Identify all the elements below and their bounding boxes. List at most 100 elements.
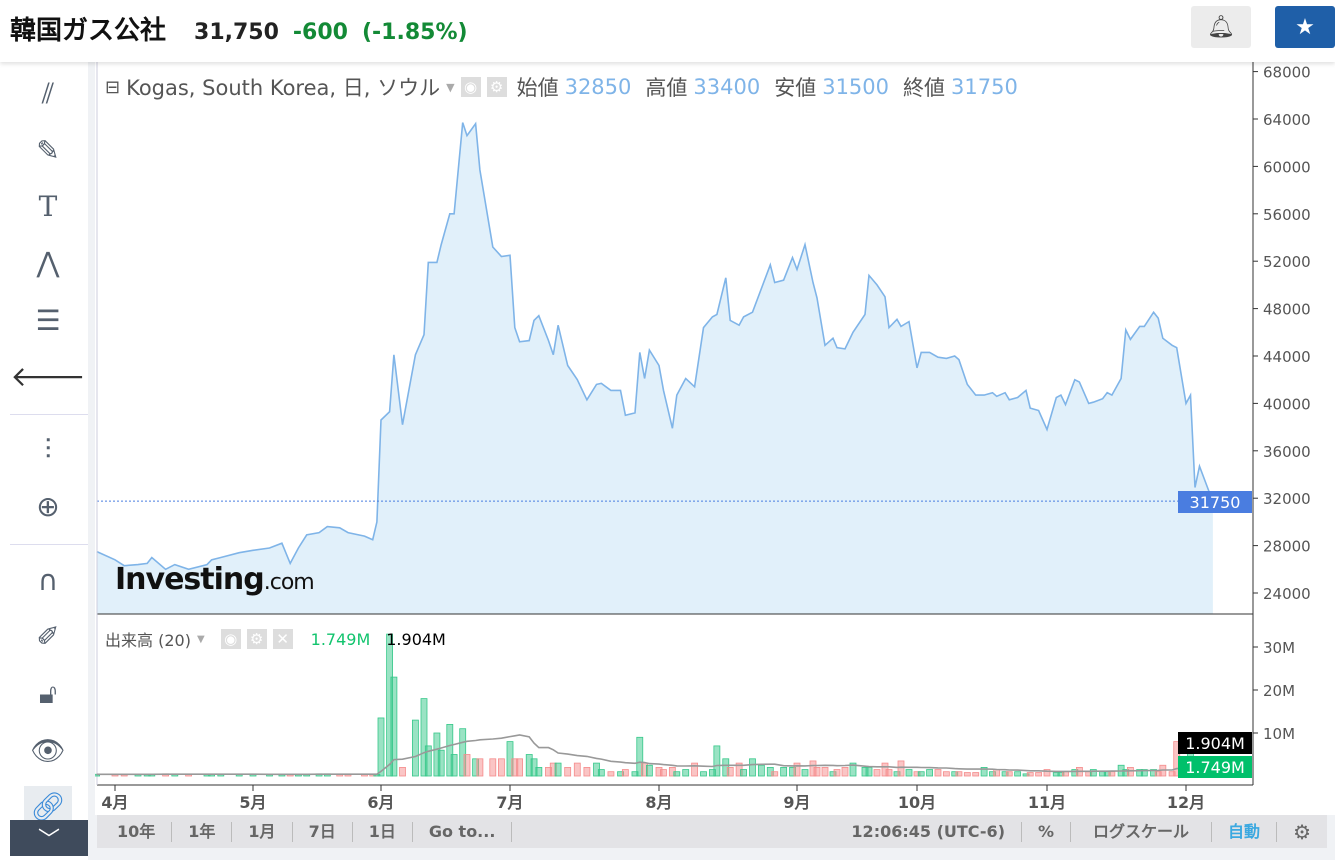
eye-icon[interactable]: 👁︎ [30, 733, 66, 767]
volume-bar [673, 771, 681, 777]
collapse-toolbar-button[interactable]: ﹀ [10, 820, 88, 856]
price-tick-label: 36000 [1263, 443, 1311, 461]
visibility-icon[interactable]: ◉ [460, 77, 481, 97]
divider [10, 414, 88, 415]
auto-scale-toggle[interactable]: 自動 [1212, 821, 1278, 842]
volume-bar [516, 758, 524, 777]
volume-label[interactable]: 出来高 (20) [105, 631, 191, 650]
caret-down-icon[interactable]: ▼ [446, 80, 455, 94]
price-area [96, 122, 1213, 614]
price-change: -600 [292, 20, 348, 45]
trend-lines-icon[interactable]: ⫽ [41, 77, 55, 110]
volume-bar [607, 771, 615, 777]
volume-bar [564, 767, 572, 777]
volume-bar [476, 758, 484, 777]
price-tick-label: 24000 [1263, 585, 1311, 603]
fib-icon[interactable]: ☰ [35, 303, 61, 337]
price-chart[interactable]: 68000 64000 60000 56000 52000 48000 44000 40000… [95, 62, 1335, 815]
time-tick-label: 4月 [101, 793, 128, 812]
volume-bar [793, 762, 801, 777]
volume-bar [1127, 767, 1134, 777]
volume-ma-tag: 1.904M [1178, 732, 1252, 754]
volume-bar [489, 758, 497, 777]
volume-bar [713, 745, 721, 777]
volume-bar [1005, 771, 1013, 777]
chevron-down-icon: ﹀ [37, 828, 60, 853]
volume-bar [1043, 769, 1051, 777]
range-1y[interactable]: 1年 [172, 821, 233, 842]
volume-bar [885, 769, 893, 777]
volume-bar [726, 767, 734, 777]
zoom-in-icon[interactable]: ⊕ [36, 489, 60, 523]
range-1d[interactable]: 1日 [353, 821, 413, 842]
price-tick-label: 56000 [1263, 206, 1311, 224]
add-alert-button[interactable]: 🔔︎ [1191, 6, 1251, 48]
watchlist-star-button[interactable]: ★ [1275, 6, 1335, 48]
volume-bar [645, 764, 653, 777]
time-tick-label: 5月 [239, 793, 266, 812]
percent-toggle[interactable]: % [1022, 821, 1072, 842]
remove-icon[interactable]: ✕ [272, 629, 293, 649]
volume-bar [420, 698, 428, 777]
candles-icon[interactable]: ⫶ [44, 433, 52, 466]
volume-bar [740, 769, 747, 777]
low-value: 31500 [822, 75, 890, 99]
volume-ma-line [96, 734, 1213, 776]
goto-button[interactable]: Go to... [413, 821, 513, 842]
chart-area[interactable]: 68000 64000 60000 56000 52000 48000 44000 40000… [95, 62, 1335, 815]
caret-down-icon[interactable]: ▼ [196, 633, 205, 645]
volume-bar [450, 754, 458, 777]
volume-bar [813, 767, 821, 777]
volume-bar [905, 769, 913, 777]
close-value: 31750 [951, 75, 1018, 99]
lock-pencil-icon[interactable]: ✐ [36, 619, 60, 653]
volume-bar [780, 767, 788, 777]
visibility-icon[interactable]: ◉ [220, 629, 241, 649]
high-label: 高値 [645, 76, 688, 100]
log-scale-toggle[interactable]: ログスケール [1071, 821, 1213, 842]
symbol-name[interactable]: Kogas, South Korea, 日, ソウル [126, 76, 441, 100]
time-tick-label: 7月 [496, 793, 523, 812]
low-label: 安値 [774, 76, 817, 100]
volume-bar [865, 767, 873, 777]
volume-value: 1.749M [310, 629, 371, 649]
time-tick-label: 11月 [1028, 793, 1066, 812]
volume-bar [700, 771, 707, 777]
brush-icon[interactable]: ✎ [36, 133, 60, 167]
volume-bar [1089, 769, 1097, 777]
clock: 12:06:45 (UTC-6) [835, 821, 1022, 842]
range-1m[interactable]: 1月 [232, 821, 293, 842]
range-7d[interactable]: 7日 [293, 821, 353, 842]
volume-bar [993, 769, 1001, 777]
volume-bar [463, 754, 471, 777]
volume-bar [497, 758, 505, 777]
volume-tick-label: 30M [1263, 639, 1295, 657]
collapse-legend-icon[interactable]: ⊟ [105, 76, 121, 98]
unlock-icon[interactable]: 🔓︎ [38, 677, 58, 710]
volume-bar [390, 676, 398, 777]
settings-icon[interactable]: ⚙ [486, 77, 507, 97]
time-tick-label: 6月 [367, 793, 394, 812]
star-icon: ★ [1295, 14, 1315, 40]
range-10y[interactable]: 10年 [97, 821, 173, 842]
volume-bar [749, 758, 756, 777]
last-price: 31,750 [194, 20, 279, 45]
volume-bar [1014, 771, 1022, 777]
pattern-icon[interactable]: ⋀ [36, 245, 60, 279]
text-icon[interactable]: T [38, 189, 58, 223]
volume-bar [1062, 771, 1069, 777]
volume-tick-label: 20M [1263, 682, 1295, 700]
volume-ma-value: 1.904M [386, 629, 446, 649]
link-icon[interactable]: 🔗︎ [24, 786, 72, 826]
volume-bar [1140, 769, 1148, 777]
volume-bar [897, 760, 905, 777]
time-tick-label: 10月 [898, 793, 936, 812]
investing-logo: Investing.com [115, 562, 315, 597]
back-arrow-icon[interactable]: 🡐 [10, 360, 86, 393]
volume-bar [801, 769, 809, 777]
volume-bar [446, 724, 454, 777]
gear-icon[interactable]: ⚙ [1293, 819, 1311, 844]
magnet-icon[interactable]: ∩ [37, 563, 59, 597]
settings-icon[interactable]: ⚙ [246, 629, 267, 649]
volume-bar [660, 769, 667, 777]
